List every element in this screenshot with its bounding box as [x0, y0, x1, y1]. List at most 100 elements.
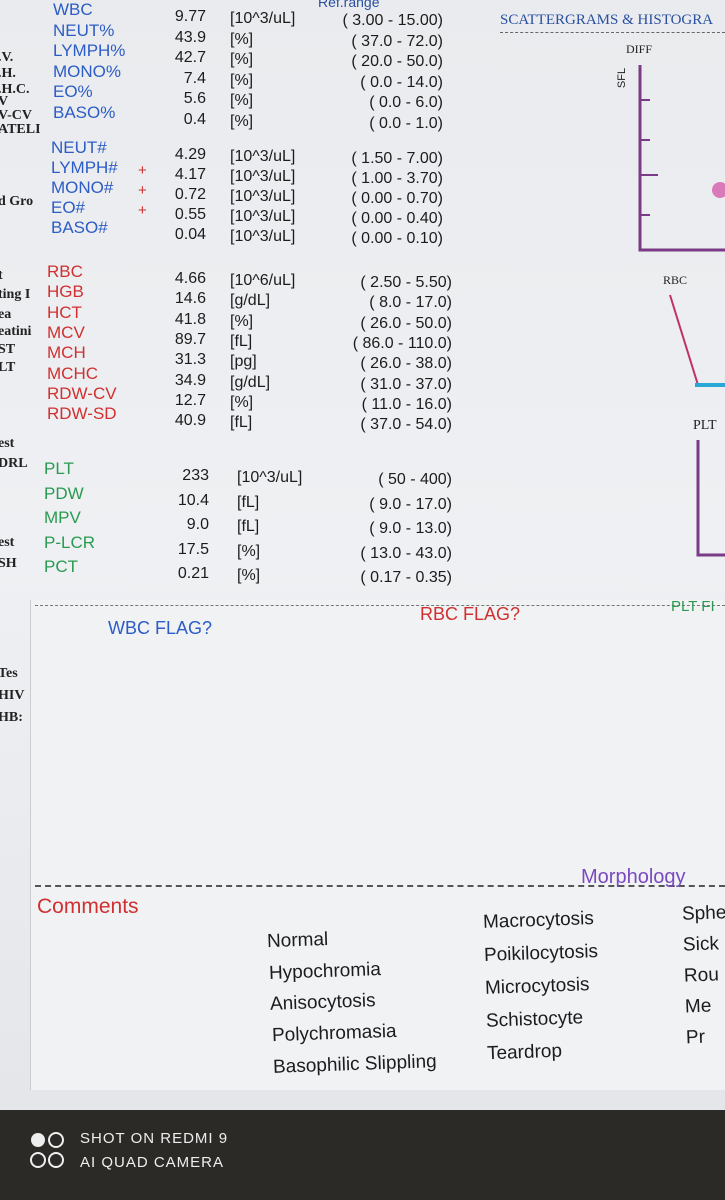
morphology-option: Hypochromia [268, 959, 381, 984]
test-value: 14.6 [174, 290, 206, 308]
ref-range: ( 0.0 - 6.0) [369, 94, 443, 111]
test-name: EO% [53, 82, 93, 101]
cut-off-text: HB: [0, 710, 23, 725]
test-name: EO# [51, 198, 86, 217]
morphology-option: Sick [682, 933, 720, 956]
flag: + [138, 202, 147, 219]
test-unit: [%] [230, 312, 254, 330]
test-unit: [%] [237, 542, 261, 560]
morphology-option: Sphe [681, 902, 725, 925]
test-unit: [g/dL] [230, 373, 271, 391]
test-value: 0.21 [177, 565, 209, 582]
test-unit: [fL] [237, 493, 260, 511]
cut-off-text: V-CV [0, 108, 32, 123]
wbc-flag: WBC FLAG? [108, 618, 213, 638]
test-value: 0.72 [174, 186, 206, 203]
ref-range: ( 1.50 - 7.00) [351, 150, 443, 167]
cut-off-text: ATELI [0, 122, 41, 137]
test-value: 0.55 [174, 206, 206, 223]
test-unit: [10^3/uL] [237, 469, 303, 486]
test-unit: [%] [230, 112, 254, 130]
test-name: MONO# [51, 178, 114, 197]
test-name: LYMPH% [53, 41, 126, 60]
ref-range: ( 1.00 - 3.70) [351, 170, 443, 187]
ref-range: ( 37.0 - 54.0) [360, 416, 452, 434]
cut-off-text: LT [0, 360, 16, 375]
ref-range: ( 20.0 - 50.0) [351, 53, 443, 70]
test-value: 40.9 [174, 412, 206, 430]
diff-label: DIFF [626, 42, 653, 56]
test-value: 4.17 [174, 166, 206, 183]
test-value: 42.7 [174, 49, 206, 66]
test-value: 233 [182, 467, 209, 484]
morphology-option: Normal [266, 928, 329, 953]
cut-off-text: V [0, 94, 9, 109]
test-unit: [%] [230, 71, 254, 89]
test-unit: [fL] [230, 414, 253, 432]
test-value: 10.4 [177, 491, 209, 509]
cut-off-text: .H. [0, 66, 16, 81]
ref-range: ( 86.0 - 110.0) [352, 334, 452, 352]
test-name: RBC [47, 262, 83, 281]
test-name: MPV [44, 508, 81, 527]
test-unit: [%] [230, 51, 254, 68]
test-value: 9.0 [186, 516, 209, 533]
test-value: 17.5 [177, 540, 209, 558]
watermark: AI QUAD CAMERA [80, 1154, 225, 1171]
ref-range: ( 9.0 - 17.0) [369, 495, 452, 513]
test-name: P-LCR [44, 532, 96, 552]
morphology-option: Poikilocytosis [483, 941, 599, 966]
ref-range: ( 26.0 - 50.0) [360, 314, 452, 332]
watermark: SHOT ON REDMI 9 [80, 1130, 229, 1147]
ref-range: ( 0.17 - 0.35) [360, 569, 452, 586]
ref-range: ( 11.0 - 16.0) [361, 395, 452, 413]
ref-range: ( 2.50 - 5.50) [360, 274, 452, 291]
test-unit: [10^3/uL] [230, 148, 296, 165]
test-unit: [10^3/uL] [230, 208, 296, 225]
flag: + [138, 162, 147, 179]
cut-off-text: ea [0, 307, 12, 322]
test-name: RDW-CV [47, 383, 117, 403]
ref-range: ( 50 - 400) [378, 471, 452, 488]
ref-range: ( 31.0 - 37.0) [360, 375, 452, 393]
camera-logo [30, 1132, 64, 1168]
test-value: 9.77 [174, 8, 206, 25]
test-value: 5.6 [183, 90, 206, 107]
morphology-option: Teardrop [486, 1040, 563, 1065]
cut-off-text: HIV [0, 688, 25, 703]
test-value: 31.3 [174, 351, 206, 369]
test-name: PCT [44, 557, 78, 576]
test-value: 12.7 [174, 391, 206, 409]
test-name: PLT [44, 459, 74, 478]
test-unit: [pg] [230, 353, 257, 371]
morphology-option: Macrocytosis [482, 908, 595, 933]
test-value: 0.04 [174, 226, 206, 243]
test-name: WBC [53, 0, 93, 19]
histogram-frames [638, 65, 725, 557]
ref-range: ( 0.00 - 0.70) [351, 190, 443, 207]
scatter-title: SCATTERGRAMS & HISTOGRA [500, 12, 714, 28]
morphology-option: Polychromasia [271, 1020, 397, 1047]
test-value: 34.9 [174, 371, 206, 389]
test-name: HGB [47, 282, 84, 302]
test-value: 4.66 [174, 270, 206, 287]
ref-range: ( 37.0 - 72.0) [351, 32, 443, 50]
test-name: LYMPH# [51, 158, 118, 177]
morphology-option: Me [684, 995, 712, 1018]
test-unit: [10^6/uL] [230, 272, 296, 289]
cut-off-text: SH [0, 556, 17, 571]
cut-off-text: ting I [0, 287, 31, 302]
test-unit: [%] [230, 30, 254, 48]
ref-range: ( 0.0 - 1.0) [369, 114, 443, 132]
plt-flag: PLT FI [671, 598, 715, 615]
cut-off-text: est [0, 436, 15, 451]
test-name: NEUT# [51, 138, 107, 157]
morphology-option: Pr [685, 1026, 706, 1049]
cut-off-text: .V. [0, 50, 14, 65]
ref-range: ( 0.00 - 0.40) [351, 210, 443, 227]
test-name: BASO% [53, 102, 116, 122]
test-value: 89.7 [174, 330, 206, 348]
test-value: 4.29 [174, 146, 206, 163]
ref-range: ( 3.00 - 15.00) [342, 12, 444, 29]
test-unit: [10^3/uL] [230, 188, 296, 205]
